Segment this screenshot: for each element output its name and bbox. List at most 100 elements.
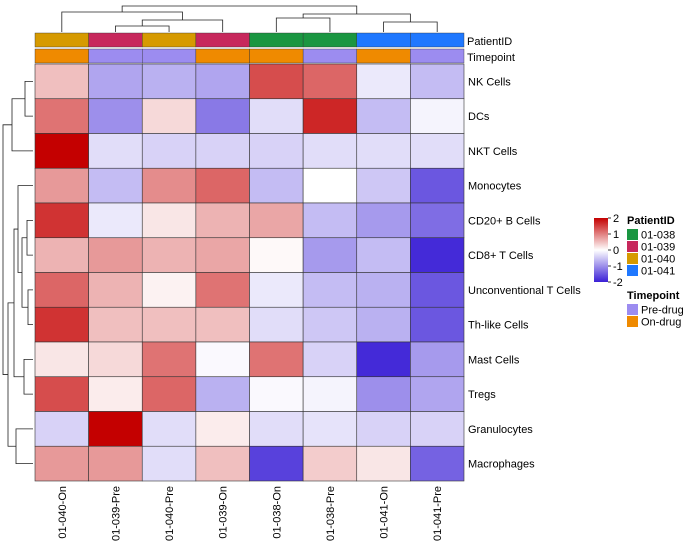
heatmap-cell bbox=[356, 237, 411, 273]
patientid-legend-label-01-039: 01-039 bbox=[641, 242, 675, 254]
heatmap-cell bbox=[410, 63, 465, 100]
color-scale-tick-label: 0 bbox=[613, 245, 619, 257]
heatmap-cell bbox=[88, 411, 143, 447]
dendrogram-branch bbox=[11, 98, 33, 152]
annotation-timepoint-cell bbox=[356, 48, 411, 64]
heatmap-cell bbox=[302, 411, 358, 447]
heatmap-cell bbox=[356, 272, 411, 308]
heatmap-cell bbox=[302, 272, 358, 308]
heatmap-cell bbox=[302, 237, 358, 273]
heatmap-cell bbox=[195, 272, 250, 308]
heatmap-cell bbox=[34, 202, 89, 239]
heatmap-cell bbox=[356, 306, 411, 343]
annotation-labels: PatientID Timepoint bbox=[467, 36, 515, 64]
heatmap-cell bbox=[410, 133, 465, 169]
timepoint-legend-label-on-drug: On-drug bbox=[641, 317, 681, 329]
heatmap-cell bbox=[249, 341, 304, 378]
timepoint-legend-swatch-pre-drug bbox=[627, 304, 638, 315]
color-scale-bar bbox=[594, 218, 608, 282]
heatmap-cell bbox=[34, 341, 89, 378]
heatmap-cell bbox=[356, 202, 411, 239]
column-label-01-041-on: 01-041-On bbox=[379, 486, 391, 539]
heatmap-cell bbox=[356, 133, 411, 169]
heatmap-cell bbox=[302, 445, 358, 482]
dendrogram-branch bbox=[13, 228, 24, 378]
column-label-01-041-pre: 01-041-Pre bbox=[432, 486, 444, 541]
annotation-label-timepoint: Timepoint bbox=[467, 52, 515, 64]
heatmap-cell bbox=[249, 376, 304, 412]
annotation-timepoint-cell bbox=[195, 48, 250, 64]
annotation-patientid-cell bbox=[356, 32, 411, 48]
annotation-patientid-cell bbox=[302, 32, 357, 48]
timepoint-legend-swatch-on-drug bbox=[627, 316, 638, 327]
heatmap-cell bbox=[249, 237, 304, 273]
heatmap-cell bbox=[195, 341, 250, 378]
heatmap-cell bbox=[410, 341, 465, 378]
annotation-timepoint-cell bbox=[88, 48, 143, 64]
heatmap-cell bbox=[88, 341, 143, 378]
row-label-dcs: DCs bbox=[468, 111, 490, 123]
dendrogram-branch bbox=[121, 5, 358, 14]
heatmap-cell bbox=[410, 237, 465, 273]
row-label-unconventional-t-cells: Unconventional T Cells bbox=[468, 285, 581, 297]
heatmap-cell bbox=[34, 98, 89, 134]
dendrogram-branch bbox=[61, 11, 183, 32]
color-scale-tick-label: 2 bbox=[613, 213, 619, 225]
patientid-legend-title: PatientID bbox=[627, 215, 675, 227]
heatmap-cell bbox=[410, 167, 465, 204]
heatmap-cell bbox=[195, 445, 250, 482]
heatmap-cells bbox=[34, 63, 465, 482]
dendrogram-branch bbox=[383, 21, 438, 32]
heatmap-cell bbox=[195, 202, 250, 239]
heatmap-cell bbox=[410, 411, 465, 447]
row-label-tregs: Tregs bbox=[468, 389, 496, 401]
color-scale-legend: 2 1 0 -1 -2 bbox=[594, 213, 623, 289]
annotation-patientid-cell bbox=[34, 32, 89, 48]
heatmap-cell bbox=[88, 306, 143, 343]
annotation-bars bbox=[34, 32, 465, 64]
timepoint-legend-label-pre-drug: Pre-drug bbox=[641, 305, 684, 317]
heatmap-cell bbox=[34, 63, 89, 100]
heatmap-cell bbox=[34, 376, 89, 412]
heatmap-cell bbox=[249, 167, 304, 204]
annotation-timepoint-cell bbox=[249, 48, 304, 64]
row-label-mast-cells: Mast Cells bbox=[468, 354, 520, 366]
heatmap-cell bbox=[141, 341, 197, 378]
dendrogram-branch bbox=[24, 80, 33, 117]
heatmap-cell bbox=[141, 202, 197, 239]
annotation-patientid-cell bbox=[88, 32, 143, 48]
annotation-timepoint-cell bbox=[302, 48, 357, 64]
heatmap-cell bbox=[249, 411, 304, 447]
heatmap-cell bbox=[88, 98, 143, 134]
heatmap-cell bbox=[410, 445, 465, 482]
heatmap-cell bbox=[34, 237, 89, 273]
heatmap-cell bbox=[88, 63, 143, 100]
heatmap-cell bbox=[356, 445, 411, 482]
annotation-label-patientid: PatientID bbox=[467, 36, 512, 48]
row-label-th-like-cells: Th-like Cells bbox=[468, 320, 529, 332]
annotation-timepoint-cell bbox=[410, 48, 465, 64]
heatmap-cell bbox=[141, 167, 197, 204]
heatmap-cell bbox=[410, 98, 465, 134]
heatmap-cell bbox=[302, 376, 358, 412]
color-scale-tick-label: -2 bbox=[613, 277, 623, 289]
annotation-patientid-cell bbox=[410, 32, 465, 48]
patientid-legend-swatch-01-041 bbox=[627, 265, 638, 276]
annotation-patientid-cell bbox=[195, 32, 250, 48]
heatmap-cell bbox=[356, 63, 411, 100]
heatmap-cell bbox=[356, 376, 411, 412]
row-label-granulocytes: Granulocytes bbox=[468, 424, 533, 436]
heatmap-cell bbox=[141, 411, 197, 447]
heatmap-cell bbox=[34, 411, 89, 447]
color-scale-tick-label: 1 bbox=[613, 229, 619, 241]
column-label-01-040-pre: 01-040-Pre bbox=[164, 486, 176, 541]
heatmap-cell bbox=[88, 202, 143, 239]
patientid-legend-swatch-01-039 bbox=[627, 241, 638, 252]
heatmap-cell bbox=[88, 272, 143, 308]
annotation-timepoint-cell bbox=[142, 48, 197, 64]
heatmap-cell bbox=[302, 63, 358, 100]
dendrogram-branch bbox=[17, 185, 33, 273]
heatmap-cell bbox=[249, 445, 304, 482]
